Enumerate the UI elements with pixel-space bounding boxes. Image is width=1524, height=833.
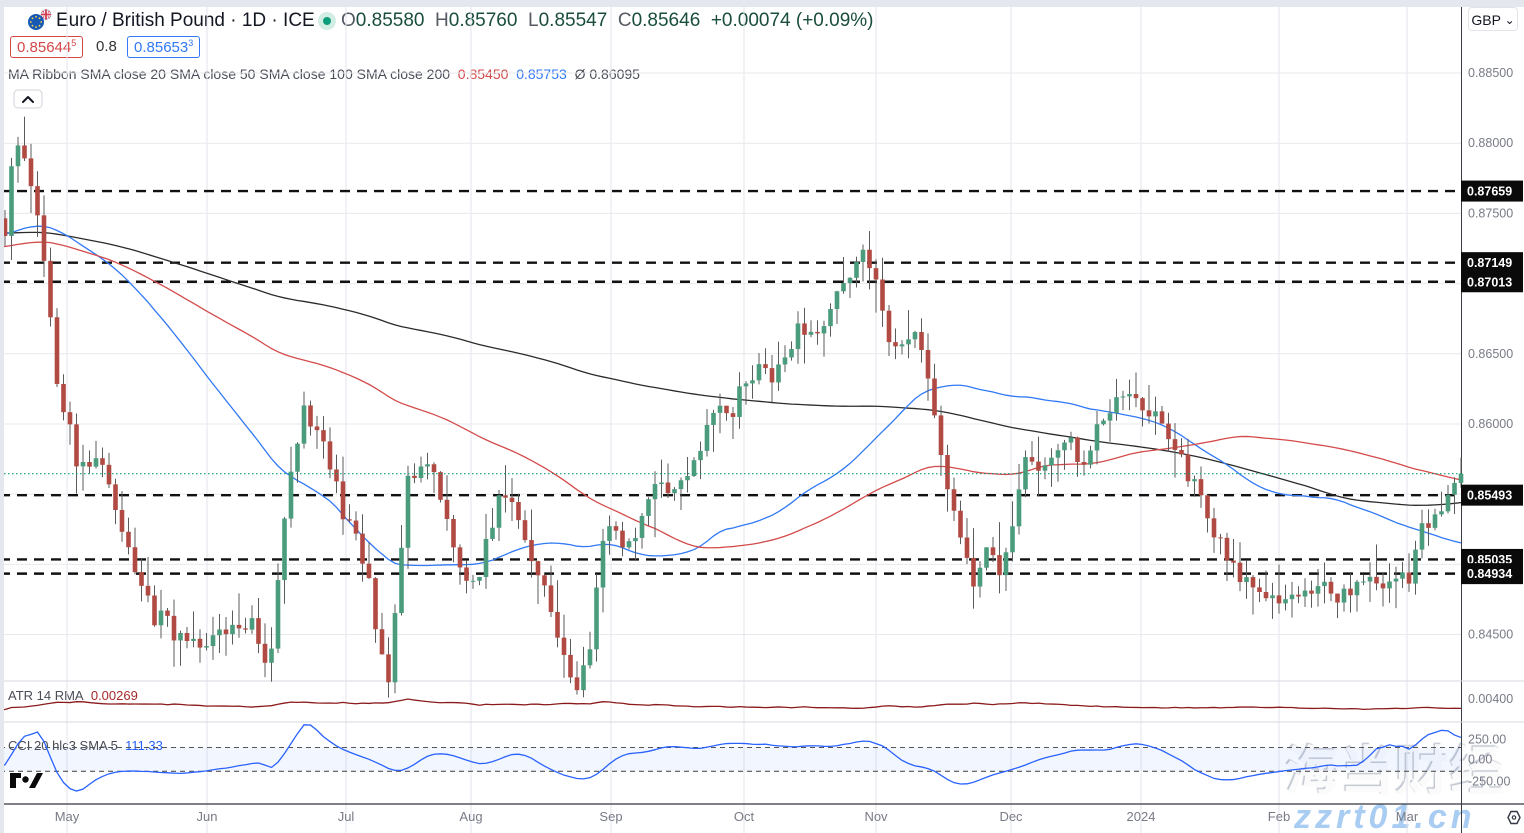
svg-text:Jul: Jul bbox=[338, 809, 355, 824]
svg-text:0.88500: 0.88500 bbox=[1468, 66, 1513, 80]
svg-text:0.87500: 0.87500 bbox=[1468, 206, 1513, 220]
svg-text:2024: 2024 bbox=[1127, 809, 1156, 824]
svg-text:0.00: 0.00 bbox=[1468, 752, 1492, 766]
svg-text:Nov: Nov bbox=[864, 809, 888, 824]
svg-text:Aug: Aug bbox=[459, 809, 482, 824]
svg-text:Jun: Jun bbox=[197, 809, 218, 824]
svg-text:Oct: Oct bbox=[734, 809, 755, 824]
svg-text:-250.00: -250.00 bbox=[1468, 774, 1510, 788]
svg-text:Mar: Mar bbox=[1396, 809, 1419, 824]
svg-text:0.88000: 0.88000 bbox=[1468, 136, 1513, 150]
svg-text:0.84500: 0.84500 bbox=[1468, 628, 1513, 642]
svg-text:Feb: Feb bbox=[1268, 809, 1290, 824]
svg-text:250.00: 250.00 bbox=[1468, 733, 1506, 747]
svg-text:0.87013: 0.87013 bbox=[1467, 275, 1512, 289]
svg-text:Dec: Dec bbox=[999, 809, 1023, 824]
svg-text:May: May bbox=[55, 809, 80, 824]
svg-text:0.85493: 0.85493 bbox=[1467, 489, 1512, 503]
svg-text:0.84934: 0.84934 bbox=[1467, 567, 1512, 581]
svg-text:0.86500: 0.86500 bbox=[1468, 347, 1513, 361]
svg-text:Sep: Sep bbox=[599, 809, 622, 824]
svg-text:0.87149: 0.87149 bbox=[1467, 256, 1512, 270]
svg-text:0.86000: 0.86000 bbox=[1468, 417, 1513, 431]
svg-text:0.00400: 0.00400 bbox=[1468, 692, 1513, 706]
svg-text:0.87659: 0.87659 bbox=[1467, 185, 1512, 199]
